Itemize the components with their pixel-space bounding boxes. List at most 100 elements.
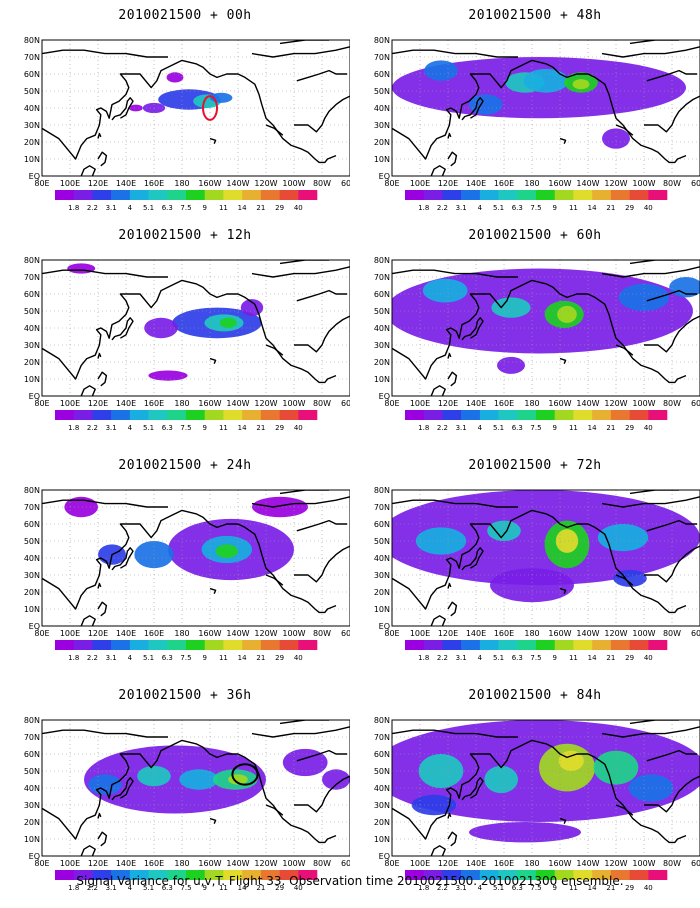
colorbar-swatch <box>223 870 243 880</box>
colorbar-label: 9 <box>202 884 206 892</box>
colorbar-swatch <box>498 640 518 650</box>
lon-label: 100E <box>60 179 80 186</box>
variance-region <box>523 68 569 93</box>
colorbar-label: 40 <box>294 204 303 212</box>
colorbar-swatch <box>260 870 280 880</box>
colorbar-swatch <box>479 410 499 420</box>
colorbar-swatch <box>648 410 668 420</box>
variance-region <box>491 297 531 318</box>
lat-label: 20N <box>24 818 40 827</box>
coastline <box>392 509 687 614</box>
coastline <box>392 499 518 508</box>
lon-label: 180 <box>524 179 539 186</box>
colorbar-swatch <box>517 190 537 200</box>
colorbar: 1.8 2.2 3.1 4 5.1 6.3 7.5 9 11 14 21 29 40 <box>405 190 668 212</box>
highlight-circle <box>231 763 259 786</box>
lon-label: 120W <box>254 179 277 186</box>
forecast-panel: 2010021500 + 72h 80N 70N 60N 50N 40N 30N 20N 10N… <box>370 458 700 678</box>
coastline <box>209 817 217 824</box>
colorbar-label: 14 <box>588 204 597 212</box>
colorbar-swatch <box>298 410 318 420</box>
variance-region <box>411 794 457 816</box>
lat-label: 70N <box>24 503 40 512</box>
colorbar-label: 1.8 <box>68 204 79 212</box>
coastline <box>296 69 348 82</box>
lon-label: 140W <box>576 629 599 636</box>
colorbar-swatch <box>129 410 149 420</box>
coastline <box>629 260 679 265</box>
panel-title: 2010021500 + 12h <box>118 228 252 243</box>
lon-label: 60W <box>341 179 350 186</box>
lat-label: 70N <box>24 733 40 742</box>
coastline <box>42 499 168 508</box>
colorbar-label: 1.8 <box>418 424 429 432</box>
colorbar-label: 3.1 <box>456 884 467 892</box>
coastline <box>251 266 350 278</box>
lon-label: 120W <box>254 859 277 866</box>
lon-label: 80W <box>313 629 331 636</box>
colorbar-swatch <box>55 410 75 420</box>
lon-label: 120E <box>88 179 108 186</box>
colorbar-swatch <box>242 190 262 200</box>
panel-title: 2010021500 + 60h <box>468 228 602 243</box>
coastline <box>42 269 168 278</box>
colorbar-label: 21 <box>606 654 615 662</box>
coastline <box>646 69 698 82</box>
colorbar-swatch <box>405 870 425 880</box>
lon-label: 80W <box>663 859 681 866</box>
colorbar-label: 5.1 <box>493 654 504 662</box>
coastline <box>111 317 134 341</box>
coastline <box>97 371 108 387</box>
forecast-panel: 2010021500 + 84h 80N 70N 60N 50N 40N 30N 20N 10N… <box>370 688 700 908</box>
forecast-panel: 2010021500 + 60h 80N 70N 60N 50N 40N 30N 20N 10N… <box>370 228 700 448</box>
panel-title: 2010021500 + 72h <box>468 458 602 473</box>
coastline <box>447 601 458 617</box>
coastline <box>447 352 452 359</box>
colorbar: 1.8 2.2 3.1 4 5.1 6.3 7.5 9 11 14 21 29 40 <box>55 410 318 432</box>
variance-region <box>282 748 328 777</box>
lon-label: 100W <box>632 179 655 186</box>
lon-label: 160E <box>144 179 164 186</box>
lon-label: 180 <box>524 399 539 406</box>
colorbar-swatch <box>405 410 425 420</box>
lat-label: 60N <box>374 70 390 79</box>
colorbar-swatch <box>405 640 425 650</box>
coastline <box>559 357 567 364</box>
lon-label: 100E <box>60 629 80 636</box>
coastline <box>111 777 134 801</box>
lon-label: 120W <box>604 859 627 866</box>
colorbar-label: 11 <box>569 884 578 892</box>
colorbar-label: 40 <box>644 204 653 212</box>
variance-region <box>64 496 98 518</box>
colorbar-swatch <box>167 190 187 200</box>
colorbar-label: 40 <box>294 654 303 662</box>
colorbar-swatch <box>517 640 537 650</box>
colorbar-label: 1.8 <box>418 654 429 662</box>
lat-label: EQ <box>29 392 40 401</box>
colorbar-label: 29 <box>625 654 634 662</box>
colorbar-swatch <box>186 190 206 200</box>
lat-label: 30N <box>24 801 40 810</box>
colorbar-swatch <box>442 870 462 880</box>
forecast-panel: 2010021500 + 12h 80N 70N 60N 50N 40N 30N 20N 10N… <box>20 228 350 448</box>
lon-label: 80W <box>313 179 331 186</box>
colorbar-label: 2.2 <box>87 204 98 212</box>
colorbar-swatch <box>148 410 168 420</box>
lat-label: 50N <box>374 87 390 96</box>
colorbar-label: 7.5 <box>180 424 191 432</box>
coastline <box>646 519 698 532</box>
lon-label: 160E <box>494 179 514 186</box>
lon-label: 60W <box>691 399 700 406</box>
lat-label: 30N <box>374 121 390 130</box>
coastline <box>97 601 108 617</box>
colorbar-label: 1.8 <box>68 654 79 662</box>
colorbar-swatch <box>73 410 93 420</box>
coastline <box>392 59 687 164</box>
colorbar-label: 14 <box>238 424 247 432</box>
coastline <box>80 165 96 176</box>
colorbar-swatch <box>279 410 299 420</box>
lat-label: 10N <box>374 605 390 614</box>
colorbar-label: 11 <box>569 204 578 212</box>
